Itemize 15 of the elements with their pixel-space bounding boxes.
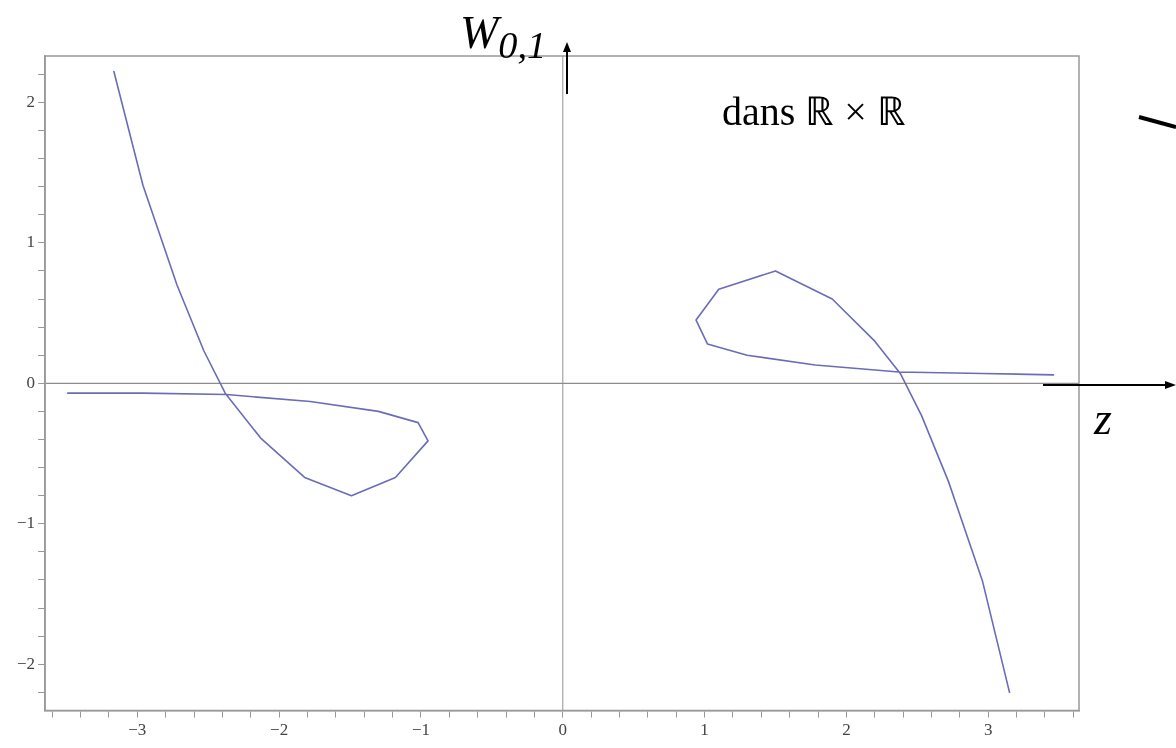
x-axis-title: z [1094,392,1112,445]
x-tick-label: −3 [128,720,147,740]
x-tick-label: 2 [842,720,851,740]
y-tick-label: 1 [26,232,36,252]
x-tick-label: −2 [270,720,289,740]
y-tick-label: 0 [26,372,36,392]
x-tick-label: 1 [700,720,709,740]
y-tick-label: −1 [16,513,36,533]
x-tick-label: 0 [558,720,567,740]
x-tick-label: 3 [983,720,993,740]
x-tick-label: −1 [411,720,430,740]
annotation: dans ℝ × ℝ [722,88,906,136]
y-axis-title: W$_{0,1}$ [460,6,547,68]
y-tick-label: 2 [26,91,36,111]
y-tick-label: −2 [16,653,36,673]
